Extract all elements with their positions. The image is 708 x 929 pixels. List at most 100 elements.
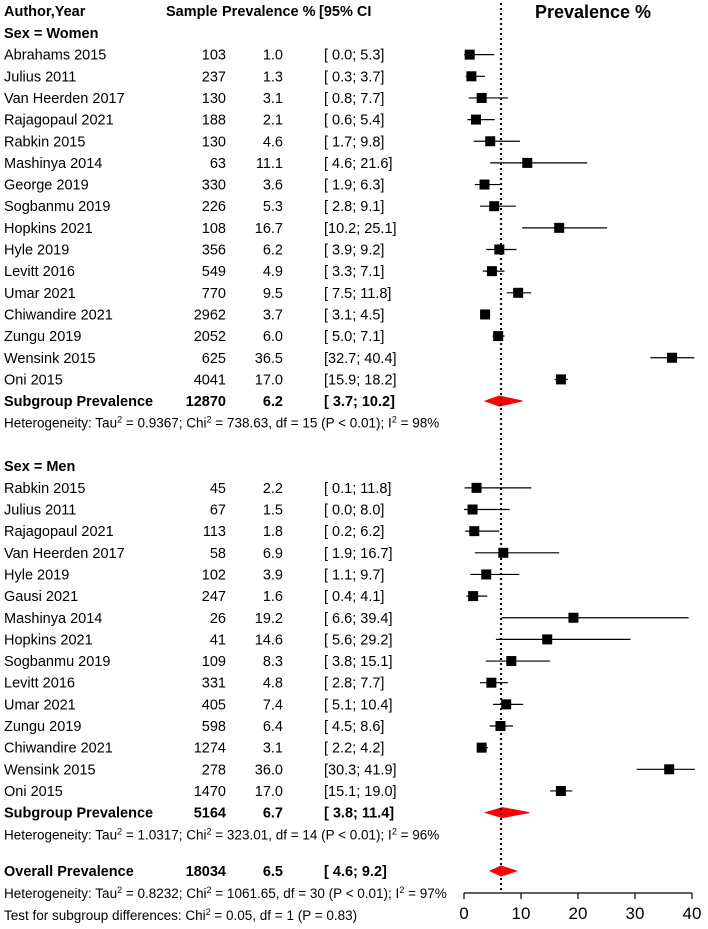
- study-name: Wensink 2015: [4, 351, 96, 367]
- study-prevalence: 6.0: [263, 329, 283, 345]
- study-ci: [ 2.8; 7.7]: [324, 676, 384, 692]
- study-ci: [ 1.9; 6.3]: [324, 178, 384, 194]
- subgroup-difference-test: Test for subgroup differences: Chi2 = 0.…: [4, 907, 357, 923]
- study-prevalence: 1.5: [263, 503, 283, 519]
- heterogeneity-part: = 97%: [404, 886, 446, 901]
- column-header-study: Author,Year: [4, 4, 86, 20]
- study-name: Sogbanmu 2019: [4, 654, 110, 670]
- superscript: 2: [207, 826, 212, 836]
- study-sample-size: 58: [210, 546, 226, 562]
- subgroup-1-ci: [ 3.7; 10.2]: [324, 394, 395, 410]
- study-name: Julius 2011: [4, 69, 76, 85]
- x-tick-label: 40: [683, 904, 702, 923]
- study-name: Rajagopaul 2021: [4, 524, 114, 540]
- study-name: Umar 2021: [4, 697, 76, 713]
- study-sample-size: 356: [202, 243, 226, 259]
- chart-title: Prevalence %: [535, 2, 651, 22]
- point-estimate: [471, 482, 482, 493]
- study-prevalence: 4.8: [263, 676, 283, 692]
- column-header-ci: [95% CI: [319, 4, 371, 20]
- study-prevalence: 6.4: [263, 719, 283, 735]
- study-prevalence: 3.6: [263, 178, 283, 194]
- study-sample-size: 1470: [194, 784, 226, 800]
- study-name: Rabkin 2015: [4, 481, 85, 497]
- study-sample-size: 625: [202, 351, 226, 367]
- study-name: Hopkins 2021: [4, 221, 93, 237]
- study-name: Zungu 2019: [4, 719, 81, 735]
- study-sample-size: 237: [202, 69, 226, 85]
- heterogeneity-part: Heterogeneity: Tau: [4, 886, 117, 901]
- study-prevalence: 6.9: [263, 546, 283, 562]
- subgroup-2-label: Subgroup Prevalence: [4, 806, 153, 822]
- heterogeneity-part: = 98%: [397, 416, 439, 431]
- study-name: Gausi 2021: [4, 589, 78, 605]
- study-ci: [ 0.8; 7.7]: [324, 91, 384, 107]
- study-ci: [ 4.6; 21.6]: [324, 156, 393, 172]
- study-ci: [ 3.3; 7.1]: [324, 264, 384, 280]
- point-estimate: [498, 547, 509, 558]
- study-name: Chiwandire 2021: [4, 741, 113, 757]
- x-tick-label: 30: [626, 904, 645, 923]
- study-name: Abrahams 2015: [4, 48, 106, 64]
- study-sample-size: 188: [202, 113, 226, 129]
- study-prevalence: 9.5: [263, 286, 283, 302]
- superscript: 2: [117, 885, 122, 895]
- superscript: 2: [117, 826, 122, 836]
- study-ci: [ 0.3; 3.7]: [324, 69, 384, 85]
- study-name: Wensink 2015: [4, 762, 96, 778]
- study-prevalence: 6.2: [263, 243, 283, 259]
- study-sample-size: 405: [202, 697, 226, 713]
- superscript: 2: [392, 415, 397, 425]
- study-prevalence: 17.0: [255, 372, 283, 388]
- study-prevalence: 1.6: [263, 589, 283, 605]
- subgroup-2-diamond: [483, 807, 530, 819]
- study-ci: [15.9; 18.2]: [324, 372, 397, 388]
- study-ci: [ 6.6; 39.4]: [324, 611, 393, 627]
- study-name: Mashinya 2014: [4, 156, 102, 172]
- subgroup-2-ci: [ 3.8; 11.4]: [324, 806, 394, 822]
- study-name: Rajagopaul 2021: [4, 113, 114, 129]
- subgroup-1-prevalence: 6.2: [263, 394, 283, 410]
- study-name: Van Heerden 2017: [4, 546, 125, 562]
- study-prevalence: 17.0: [255, 784, 283, 800]
- study-sample-size: 247: [202, 589, 226, 605]
- study-sample-size: 45: [210, 481, 226, 497]
- study-ci: [ 0.4; 4.1]: [324, 589, 384, 605]
- superscript: 2: [207, 415, 212, 425]
- study-sample-size: 4041: [194, 372, 226, 388]
- point-estimate: [554, 222, 565, 233]
- subgroup-1-label: Subgroup Prevalence: [4, 394, 153, 410]
- study-ci: [30.3; 41.9]: [324, 762, 397, 778]
- study-name: Sogbanmu 2019: [4, 199, 110, 215]
- study-sample-size: 130: [202, 134, 226, 150]
- study-name: Umar 2021: [4, 286, 76, 302]
- study-prevalence: 14.6: [255, 632, 283, 648]
- study-name: Hopkins 2021: [4, 632, 93, 648]
- heterogeneity-part: Heterogeneity: Tau: [4, 416, 117, 431]
- study-prevalence: 19.2: [255, 611, 283, 627]
- study-prevalence: 4.9: [263, 264, 283, 280]
- study-ci: [ 2.8; 9.1]: [324, 199, 384, 215]
- point-estimate: [495, 721, 506, 731]
- study-ci: [ 4.5; 8.6]: [324, 719, 384, 735]
- subgroup-2-sample-size: 5164: [194, 806, 226, 822]
- point-estimate: [506, 656, 517, 667]
- overall-ci: [ 4.6; 9.2]: [324, 864, 387, 880]
- point-estimate: [513, 287, 524, 298]
- point-estimate: [468, 591, 479, 602]
- study-prevalence: 3.1: [263, 741, 283, 757]
- study-sample-size: 103: [202, 48, 226, 64]
- study-ci: [ 5.6; 29.2]: [324, 632, 393, 648]
- overall-sample-size: 18034: [186, 864, 226, 880]
- superscript: 2: [399, 885, 404, 895]
- study-ci: [ 0.2; 6.2]: [324, 524, 384, 540]
- heterogeneity-part: Test for subgroup differences: Chi: [4, 908, 206, 923]
- study-prevalence: 1.0: [263, 48, 283, 64]
- group-label: Sex = Men: [4, 459, 75, 475]
- study-sample-size: 1274: [194, 741, 226, 757]
- point-estimate: [467, 504, 478, 515]
- study-name: Levitt 2016: [4, 676, 75, 692]
- point-estimate: [494, 244, 505, 255]
- column-header-prevalence: Prevalence %: [222, 4, 316, 20]
- study-ci: [ 3.1; 4.5]: [324, 307, 384, 323]
